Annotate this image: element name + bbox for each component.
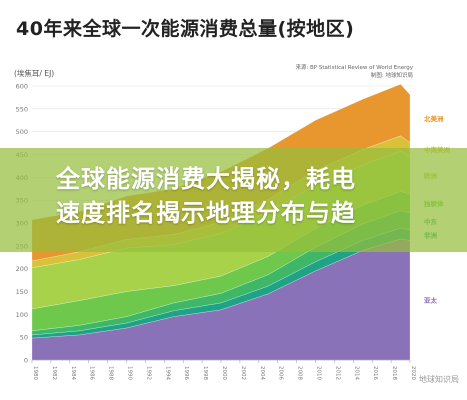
x-tick-label: 2000 — [221, 366, 227, 380]
x-tick-label: 2006 — [278, 366, 284, 380]
x-tick-label: 2016 — [372, 366, 378, 380]
headline-text: 全球能源消费大揭秘，耗电 速度排名揭示地理分布与趋 — [56, 162, 416, 230]
x-tick-label: 2008 — [297, 366, 303, 380]
legend-label-series-7: 北美洲 — [424, 114, 444, 123]
x-tick-label: 2004 — [259, 366, 265, 380]
x-tick-label: 2010 — [316, 366, 322, 380]
y-tick-label: 600 — [16, 83, 28, 91]
y-tick-label: 50 — [20, 334, 28, 342]
x-tick-label: 1980 — [32, 366, 38, 380]
x-tick-label: 2020 — [410, 366, 416, 380]
headline-banner — [0, 148, 467, 252]
y-tick-label: 0 — [24, 357, 28, 365]
x-tick-label: 2012 — [334, 366, 340, 380]
source-line-1: 来源: BP Statistical Review of World Energ… — [295, 65, 413, 71]
chart-source: 来源: BP Statistical Review of World Energ… — [213, 64, 413, 80]
source-line-2: 制图: 地球知识局 — [370, 73, 413, 79]
x-tick-label: 2014 — [353, 366, 359, 380]
y-axis-unit-label: (埃焦耳/ EJ) — [14, 69, 55, 78]
x-tick-label: 1994 — [164, 366, 170, 380]
y-tick-label: 100 — [16, 311, 28, 319]
chart-title: 40年来全球一次能源消费总量(按地区) — [16, 18, 355, 40]
x-tick-label: 1984 — [70, 366, 76, 380]
x-tick-label: 1998 — [202, 366, 208, 380]
y-tick-label: 150 — [16, 288, 28, 296]
x-tick-label: 2002 — [240, 366, 246, 380]
x-tick-label: 1992 — [145, 366, 151, 380]
y-tick-label: 550 — [16, 105, 28, 113]
headline-line-2: 速度排名揭示地理分布与趋 — [56, 199, 356, 227]
x-tick-label: 2018 — [391, 366, 397, 380]
legend-label-series-1: 亚太 — [424, 296, 438, 305]
watermark-logo: 地球知识局 — [419, 375, 459, 384]
chart-header: 40年来全球一次能源消费总量(按地区) — [0, 0, 467, 64]
x-tick-label: 1986 — [89, 366, 95, 380]
x-tick-label: 1990 — [127, 366, 133, 380]
x-tick-label: 1996 — [183, 366, 189, 380]
headline-line-1: 全球能源消费大揭秘，耗电 — [56, 165, 356, 193]
x-tick-label: 1982 — [51, 366, 57, 380]
y-tick-label: 500 — [16, 128, 28, 136]
y-tick-label: 200 — [16, 265, 28, 273]
x-tick-label: 1988 — [108, 366, 114, 380]
